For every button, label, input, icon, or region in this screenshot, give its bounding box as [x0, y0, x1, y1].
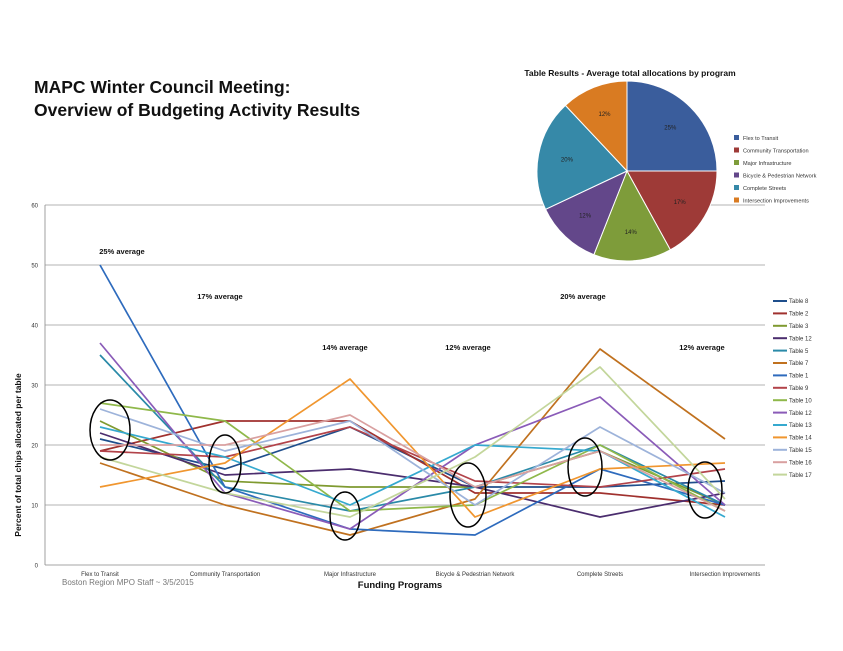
x-tick-label: Major Infrastructure — [324, 572, 377, 578]
pie-legend-label: Bicycle & Pedestrian Network — [743, 174, 817, 180]
y-tick-label: 60 — [31, 204, 38, 210]
legend-label: Table 15 — [789, 448, 812, 454]
average-annotations: 25% average 17% average 14% average 12% ave… — [99, 247, 724, 352]
series-line — [99, 420, 726, 506]
pie-slice — [536, 104, 628, 210]
x-axis-title: Funding Programs — [358, 580, 442, 591]
series-line — [99, 408, 726, 506]
legend-label: Table 17 — [789, 473, 812, 479]
pie-data-label: 25% — [664, 126, 677, 132]
y-tick-label: 50 — [31, 264, 38, 270]
x-tick-label: Bicycle & Pedestrian Network — [436, 572, 516, 578]
average-ellipses — [89, 399, 723, 541]
legend-label: Table 7 — [789, 361, 809, 367]
pie-legend-swatch — [734, 147, 739, 153]
y-gridlines: 0 10 20 30 40 50 60 — [31, 204, 765, 570]
legend-label: Table 16 — [789, 460, 812, 466]
pie-legend-label: Intersection Improvements — [743, 199, 809, 205]
x-tick-label: Intersection Improvements — [690, 572, 761, 578]
x-tick-label: Flex to Transit — [81, 572, 119, 578]
pie-slices: 25% 17% 14% 12% 20% 12% — [536, 80, 718, 262]
pie-slice — [626, 170, 718, 251]
average-ellipse — [208, 434, 242, 494]
line-legend: Table 8 Table 2 Table 3 Table 12 Table 5 Tabl… — [773, 299, 812, 479]
y-tick-label: 20 — [31, 444, 38, 450]
pie-legend-label: Flex to Transit — [743, 136, 779, 142]
title-line-2: Overview of Budgeting Activity Results — [34, 100, 361, 120]
series-line — [99, 354, 726, 512]
legend-label: Table 9 — [789, 386, 809, 392]
series-line — [99, 378, 726, 518]
series-line — [99, 348, 726, 536]
pie-data-label: 20% — [561, 158, 574, 164]
pie-legend-swatch — [734, 135, 739, 140]
pie-data-label: 12% — [598, 112, 611, 118]
series-line — [99, 366, 726, 518]
pie-legend-swatch — [734, 197, 739, 203]
legend-label: Table 12 — [789, 336, 812, 342]
pie-legend-swatch — [734, 160, 739, 165]
y-tick-label: 30 — [31, 384, 38, 390]
average-ellipse — [329, 491, 361, 541]
pie-slice — [564, 80, 628, 173]
pie-legend: Flex to Transit Community Transportation M… — [734, 135, 817, 205]
average-label: 20% average — [560, 292, 605, 301]
average-label: 25% average — [99, 247, 144, 256]
y-tick-label: 40 — [31, 324, 38, 330]
legend-label: Table 12 — [789, 411, 812, 417]
pie-data-label: 12% — [579, 214, 592, 220]
pie-legend-label: Community Transportation — [743, 149, 809, 155]
legend-label: Table 5 — [789, 349, 809, 355]
pie-data-label: 14% — [625, 230, 638, 236]
legend-label: Table 1 — [789, 374, 809, 380]
legend-label: Table 10 — [789, 398, 812, 404]
legend-label: Table 2 — [789, 312, 809, 318]
average-ellipse — [89, 399, 131, 461]
y-axis-title: Percent of total chips allocated per tab… — [13, 373, 23, 537]
y-tick-label: 10 — [31, 504, 38, 510]
x-tick-label: Community Transportation — [190, 572, 260, 578]
legend-label: Table 3 — [789, 324, 809, 330]
average-label: 12% average — [679, 343, 724, 352]
average-ellipse — [687, 461, 723, 519]
series-line — [99, 402, 726, 512]
average-label: 12% average — [445, 343, 490, 352]
pie-slice — [626, 80, 718, 172]
pie-legend-label: Complete Streets — [743, 186, 786, 192]
pie-legend-swatch — [734, 185, 739, 190]
series-line — [100, 414, 726, 512]
legend-label: Table 13 — [789, 423, 812, 429]
x-tick-labels: Flex to Transit Community Transportation M… — [81, 572, 760, 578]
y-tick-label: 0 — [35, 564, 39, 570]
legend-label: Table 8 — [789, 299, 809, 305]
title-line-1: MAPC Winter Council Meeting: — [34, 77, 291, 97]
pie-legend-swatch — [734, 172, 739, 178]
legend-label: Table 14 — [789, 436, 812, 442]
average-label: 14% average — [322, 343, 367, 352]
series-lines — [99, 264, 726, 536]
pie-data-label: 17% — [674, 200, 687, 206]
average-ellipse — [567, 437, 603, 497]
series-line — [99, 426, 726, 518]
series-line — [99, 264, 726, 536]
series-line — [99, 426, 726, 488]
page-title: MAPC Winter Council Meeting: Overview of… — [34, 76, 434, 122]
x-tick-label: Complete Streets — [577, 572, 623, 578]
pie-slice — [544, 170, 628, 256]
footer-credit: Boston Region MPO Staff ~ 3/5/2015 — [62, 578, 194, 587]
pie-legend-label: Major Infrastructure — [743, 161, 792, 167]
average-label: 17% average — [197, 292, 242, 301]
pie-slice — [593, 169, 672, 262]
average-ellipse — [449, 462, 487, 528]
pie-title: Table Results - Average total allocation… — [524, 68, 736, 78]
